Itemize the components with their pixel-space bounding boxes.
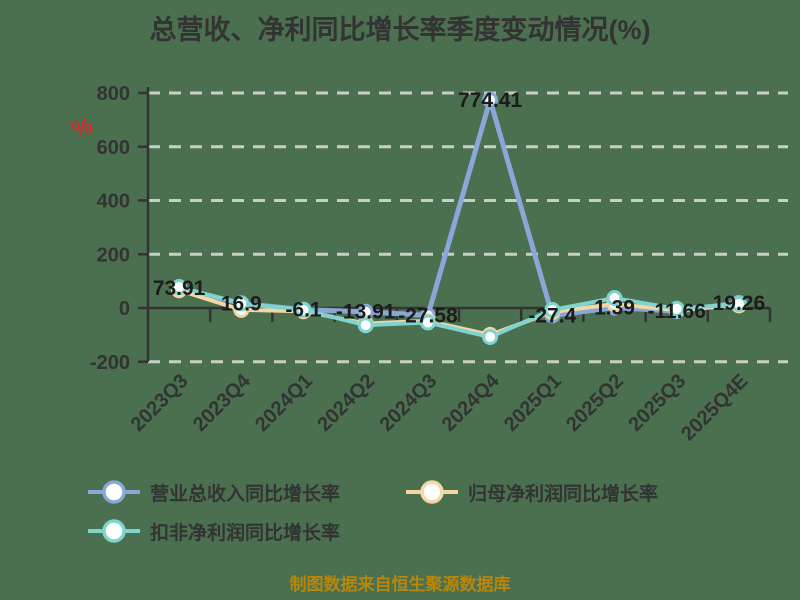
- data-point[interactable]: [171, 279, 188, 296]
- value-label: 19.26: [713, 292, 766, 315]
- value-label: 16.9: [221, 292, 262, 315]
- legend-marker-nongaap-icon: [88, 519, 140, 543]
- y-tick-label: 200: [97, 244, 130, 266]
- value-label: -27.58: [398, 304, 458, 327]
- data-point[interactable]: [233, 295, 250, 312]
- x-tick-label: 2024Q2: [313, 370, 379, 436]
- value-labels: 73.91 16.9 -6.1 -13.91 -27.58 774.41 -27.4 1.39…: [153, 89, 765, 328]
- legend-label-net-profit-growth: 归母净利润同比增长率: [468, 483, 659, 505]
- legend-item-nongaap-profit-growth[interactable]: 扣非净利润同比增长率: [88, 517, 340, 545]
- value-label: -11.66: [648, 300, 706, 323]
- legend-item-net-profit-growth[interactable]: 归母净利润同比增长率: [406, 478, 658, 506]
- data-point[interactable]: [482, 91, 499, 108]
- value-label: 73.91: [153, 277, 206, 300]
- y-tick-label: 400: [97, 191, 130, 213]
- data-point[interactable]: [357, 317, 374, 334]
- legend-marker-revenue-icon: [88, 480, 140, 504]
- y-axis: 800 600 400 200 0 -200: [90, 83, 150, 374]
- legend-label-revenue-growth: 营业总收入同比增长率: [150, 483, 341, 505]
- x-tick-label: 2025Q2: [562, 370, 628, 436]
- value-label: 1.39: [594, 297, 635, 320]
- data-point[interactable]: [295, 301, 312, 318]
- x-tick-label: 2025Q1: [500, 370, 566, 436]
- x-tick-label: 2024Q3: [376, 370, 442, 436]
- value-label: -13.91: [336, 301, 396, 324]
- data-point[interactable]: [730, 295, 747, 312]
- series-markers-2: [171, 279, 747, 346]
- x-tick-label: 2023Q4: [189, 369, 256, 436]
- value-label: -6.1: [285, 299, 322, 322]
- x-tick-label: 2024Q4: [438, 369, 505, 436]
- legend-label-nongaap-profit-growth: 扣非净利润同比增长率: [150, 522, 341, 544]
- data-point[interactable]: [482, 329, 499, 346]
- series-line-0: [176, 97, 742, 318]
- data-source-note: 制图数据来自恒生聚源数据库: [289, 575, 511, 594]
- data-point[interactable]: [544, 301, 561, 318]
- gridlines: [148, 91, 788, 364]
- chart-title: 总营收、净利同比增长率季度变动情况(%): [149, 15, 651, 45]
- y-tick-label: 600: [97, 137, 130, 159]
- line-chart-plot: 8006004002000-2002023Q32023Q42024Q12024Q…: [90, 83, 788, 445]
- value-label: 774.41: [458, 89, 523, 112]
- x-tick-label: 2025Q4E: [677, 370, 752, 445]
- legend-marker-net-profit-icon: [406, 480, 458, 504]
- y-tick-label: 0: [119, 298, 130, 320]
- legend-item-revenue-growth[interactable]: 营业总收入同比增长率: [88, 478, 340, 506]
- data-point[interactable]: [419, 314, 436, 331]
- data-point[interactable]: [606, 290, 623, 307]
- y-tick-label: 800: [97, 83, 130, 105]
- series-line-2: [177, 285, 741, 340]
- value-label: -27.4: [528, 304, 576, 327]
- x-tick-label: 2024Q1: [251, 370, 317, 436]
- x-tick-label: 2023Q3: [127, 370, 193, 436]
- data-point[interactable]: [668, 300, 685, 317]
- y-tick-label: -200: [90, 352, 130, 374]
